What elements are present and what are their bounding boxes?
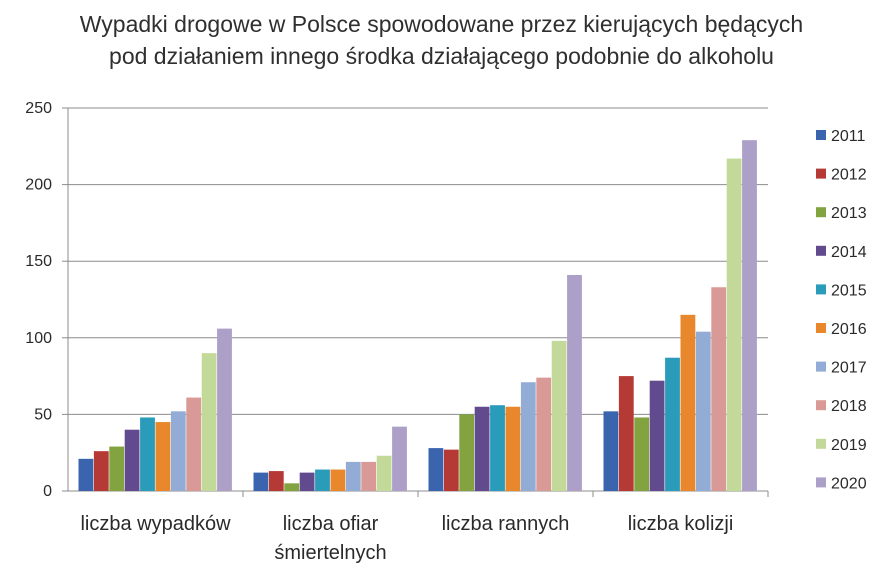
y-tick-label: 100 <box>25 330 52 347</box>
legend-label: 2017 <box>831 360 867 377</box>
bar-2018 <box>361 461 377 491</box>
bar-2019 <box>551 340 567 491</box>
bar-2019 <box>201 353 217 491</box>
legend-swatch <box>816 130 826 140</box>
legend-label: 2018 <box>831 398 867 415</box>
legend-swatch <box>816 361 826 372</box>
bar-2015 <box>490 405 505 491</box>
bar-2011 <box>603 411 619 491</box>
legend-label: 2011 <box>831 128 866 145</box>
legend-label: 2015 <box>831 282 867 299</box>
bar-2015 <box>140 417 155 491</box>
bar-2014 <box>299 472 315 491</box>
legend-swatch <box>816 207 826 218</box>
y-tick-label: 0 <box>43 483 52 500</box>
bar-2017 <box>345 461 361 491</box>
bar-2011 <box>428 448 444 491</box>
bar-2016 <box>155 422 171 491</box>
legend-label: 2013 <box>831 205 867 222</box>
legend-swatch <box>816 400 826 411</box>
bar-2012 <box>93 451 109 491</box>
bar-2020 <box>392 426 407 491</box>
bar-2015 <box>315 469 330 491</box>
bar-2020 <box>217 328 232 491</box>
bar-2011 <box>253 472 269 491</box>
category-label: liczba rannych <box>442 513 570 535</box>
y-tick-label: 200 <box>25 177 52 194</box>
bar-2020 <box>567 274 582 491</box>
bar-2013 <box>634 417 650 491</box>
legend-label: 2020 <box>831 475 867 492</box>
chart-title-line-2: pod działaniem innego środka działająceg… <box>109 43 774 69</box>
bar-2014 <box>649 380 665 491</box>
legend-swatch <box>816 477 826 488</box>
legend-label: 2012 <box>831 167 867 184</box>
bar-2019 <box>726 158 742 491</box>
bar-2011 <box>78 458 94 491</box>
y-tick-label: 50 <box>34 406 52 423</box>
legend-swatch <box>816 245 826 256</box>
legend-swatch <box>816 438 826 449</box>
category-label: liczba ofiar <box>283 513 379 535</box>
bar-2018 <box>536 377 552 491</box>
bar-2020 <box>742 140 757 491</box>
y-tick-label: 250 <box>25 100 52 117</box>
legend-swatch <box>816 168 826 179</box>
legend-label: 2019 <box>831 437 867 454</box>
category-label: śmiertelnych <box>274 542 386 564</box>
bar-2012 <box>443 449 459 491</box>
chart-title-line-1: Wypadki drogowe w Polsce spowodowane prz… <box>79 11 804 37</box>
legend-swatch <box>816 284 826 295</box>
bar-2016 <box>330 469 346 491</box>
bar-2018 <box>186 397 202 491</box>
bar-2017 <box>695 331 711 491</box>
bar-2015 <box>665 357 680 491</box>
bar-2017 <box>170 411 186 491</box>
bar-2014 <box>474 406 490 491</box>
category-label: liczba kolizji <box>628 513 734 535</box>
legend-swatch <box>816 323 826 333</box>
bar-2016 <box>505 406 521 491</box>
bar-2013 <box>284 483 300 491</box>
legend-label: 2014 <box>831 244 867 261</box>
bar-2012 <box>268 471 284 491</box>
bar-2019 <box>376 455 392 491</box>
legend-label: 2016 <box>831 321 867 338</box>
bar-2012 <box>618 376 634 491</box>
bar-2013 <box>109 446 125 491</box>
y-tick-label: 150 <box>25 253 52 270</box>
bar-2016 <box>680 314 696 491</box>
bar-2013 <box>459 414 475 491</box>
bar-2018 <box>711 287 727 491</box>
chart-title: Wypadki drogowe w Polsce spowodowane prz… <box>0 8 883 72</box>
bar-2014 <box>124 429 140 491</box>
category-label: liczba wypadków <box>80 513 231 535</box>
bar-2017 <box>520 382 536 491</box>
